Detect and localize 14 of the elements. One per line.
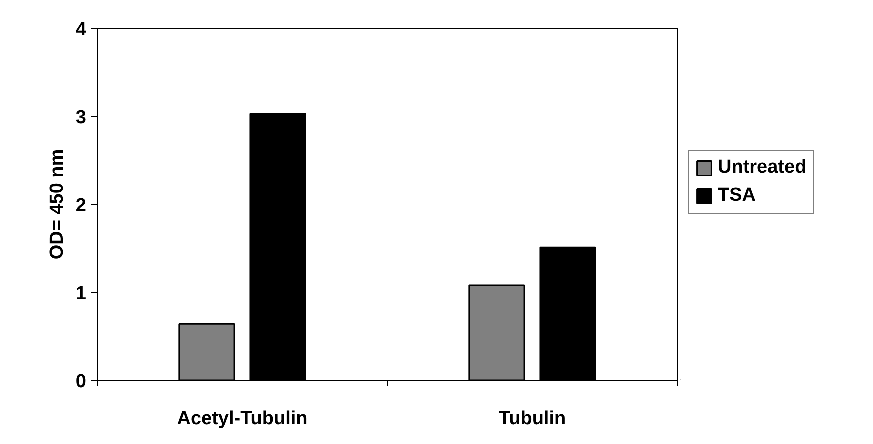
legend-label: Untreated [718, 157, 807, 179]
y-axis-title: OD= 450 nm [46, 149, 68, 260]
bar [468, 284, 526, 380]
y-tick-label: 3 [76, 108, 87, 128]
bar [250, 113, 306, 380]
y-tick-label: 4 [76, 20, 87, 40]
bar [540, 246, 596, 380]
y-tick-label: 0 [76, 372, 87, 392]
x-tick-label: Tubulin [498, 408, 566, 430]
x-tick-label: Acetyl-Tubulin [177, 408, 308, 430]
legend-label: TSA [718, 185, 756, 207]
y-tick-label: 1 [76, 284, 87, 304]
bar [178, 323, 236, 380]
y-tick-label: 2 [76, 196, 87, 216]
